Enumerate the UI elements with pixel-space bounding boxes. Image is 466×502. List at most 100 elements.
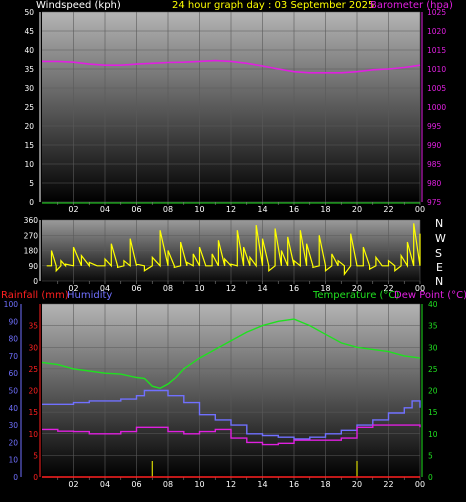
temp-x-tick-label: 22 <box>383 480 393 489</box>
compass-w: W <box>435 232 446 245</box>
rainfall-y-tick-label: 5 <box>33 451 38 460</box>
humidity-axis-title: Humidity <box>67 290 113 301</box>
graph-title: 24 hour graph day : 03 September 2025 <box>172 0 375 11</box>
temp-x-tick-label: 04 <box>100 480 110 489</box>
rainfall-y-tick-label: 35 <box>28 322 38 331</box>
humidity-y-tick-label: 10 <box>8 456 18 465</box>
wind-y-tick-label: 20 <box>24 122 34 131</box>
baro-y-tick-label: 975 <box>427 198 442 207</box>
rainfall-y-tick-label: 0 <box>33 473 38 482</box>
rainfall-y-tick-label: 25 <box>28 365 38 374</box>
compass-n-top: N <box>435 217 444 230</box>
temp-y-tick-label: 35 <box>428 322 438 331</box>
temp-x-tick-label: 00 <box>415 480 425 489</box>
wind-y-tick-label: 35 <box>24 65 34 74</box>
baro-y-tick-label: 995 <box>427 122 442 131</box>
dewpoint-line <box>42 424 421 446</box>
temperature-axis-title: Temperature (°C) <box>313 290 400 301</box>
barometer-axis-title: Barometer (hpa) <box>370 0 453 11</box>
wind-y-tick-label: 15 <box>24 141 34 150</box>
wind-x-tick-label: 14 <box>257 205 267 214</box>
humidity-y-tick-label: 0 <box>13 473 18 482</box>
wind-x-tick-label: 10 <box>194 205 204 214</box>
dir-x-tick-label: 18 <box>320 284 330 293</box>
temp-x-tick-label: 18 <box>320 480 330 489</box>
dir-x-tick-label: 16 <box>289 284 299 293</box>
wind-x-tick-label: 02 <box>68 205 78 214</box>
humidity-y-tick-label: 50 <box>8 387 18 396</box>
baro-y-tick-label: 980 <box>427 179 442 188</box>
dir-x-tick-label: 12 <box>226 284 236 293</box>
temp-x-tick-label: 20 <box>352 480 362 489</box>
dir-y-tick-label: 360 <box>24 216 39 225</box>
temp-y-tick-label: 25 <box>428 365 438 374</box>
temp-x-tick-label: 02 <box>68 480 78 489</box>
wind-y-tick-label: 45 <box>24 27 34 36</box>
compass-n-bottom: N <box>435 275 444 288</box>
baro-y-tick-label: 1020 <box>427 27 446 36</box>
windspeed-axis-title: Windspeed (kph) <box>36 0 121 11</box>
humidity-y-tick-label: 20 <box>8 438 18 447</box>
wind-y-tick-label: 25 <box>24 103 34 112</box>
baro-y-tick-label: 1005 <box>427 84 446 93</box>
wind-x-tick-label: 06 <box>131 205 141 214</box>
baro-y-tick-label: 1000 <box>427 103 446 112</box>
temp-y-tick-label: 15 <box>428 408 438 417</box>
wind-y-tick-label: 40 <box>24 46 34 55</box>
humidity-y-tick-label: 90 <box>8 317 18 326</box>
compass-e: E <box>436 261 443 274</box>
temp-y-tick-label: 20 <box>428 387 438 396</box>
dir-x-tick-label: 14 <box>257 284 267 293</box>
baro-y-tick-label: 1015 <box>427 46 446 55</box>
wind-x-tick-label: 08 <box>163 205 173 214</box>
temp-x-tick-label: 08 <box>163 480 173 489</box>
dir-x-tick-label: 04 <box>100 284 110 293</box>
wind-x-tick-label: 00 <box>415 205 425 214</box>
rainfall-y-tick-label: 30 <box>28 343 38 352</box>
temp-x-tick-label: 14 <box>257 480 267 489</box>
temp-x-tick-label: 10 <box>194 480 204 489</box>
wind-y-tick-label: 5 <box>29 179 34 188</box>
dir-y-tick-label: 90 <box>28 262 38 271</box>
temperature-line <box>41 318 421 390</box>
temp-x-tick-label: 16 <box>289 480 299 489</box>
wind-y-tick-label: 10 <box>24 160 34 169</box>
dir-x-tick-label: 02 <box>68 284 78 293</box>
rainfall-y-tick-label: 10 <box>28 430 38 439</box>
wind-y-tick-label: 50 <box>24 8 34 17</box>
wind-x-tick-label: 12 <box>226 205 236 214</box>
temp-y-tick-label: 10 <box>428 430 438 439</box>
wind-direction-line <box>46 223 421 276</box>
humidity-y-tick-label: 30 <box>8 421 18 430</box>
wind-x-tick-label: 18 <box>320 205 330 214</box>
humidity-y-tick-label: 100 <box>4 300 19 309</box>
dir-x-tick-label: 08 <box>163 284 173 293</box>
humidity-y-tick-label: 80 <box>8 335 18 344</box>
wind-x-tick-label: 20 <box>352 205 362 214</box>
dir-x-tick-label: 10 <box>194 284 204 293</box>
humidity-y-tick-label: 70 <box>8 352 18 361</box>
humidity-line <box>42 389 421 440</box>
barometer-line <box>42 59 421 74</box>
dir-y-tick-label: 270 <box>24 231 39 240</box>
compass-s: S <box>435 247 442 260</box>
rainfall-axis-title: Rainfall (mm) <box>1 290 69 301</box>
dewpoint-axis-title: Dew Point (°C) <box>394 290 466 301</box>
baro-y-tick-label: 990 <box>427 141 442 150</box>
baro-y-tick-label: 985 <box>427 160 442 169</box>
dir-y-tick-label: 180 <box>24 247 39 256</box>
dir-y-tick-label: 0 <box>33 277 38 286</box>
temp-y-tick-label: 40 <box>428 300 438 309</box>
wind-x-tick-label: 22 <box>383 205 393 214</box>
humidity-y-tick-label: 40 <box>8 404 18 413</box>
baro-y-tick-label: 1025 <box>427 8 446 17</box>
rainfall-y-tick-label: 20 <box>28 387 38 396</box>
wind-y-tick-label: 0 <box>29 198 34 207</box>
dir-x-tick-label: 20 <box>352 284 362 293</box>
wind-x-tick-label: 04 <box>100 205 110 214</box>
wind-x-tick-label: 16 <box>289 205 299 214</box>
temp-x-tick-label: 12 <box>226 480 236 489</box>
dir-x-tick-label: 00 <box>415 284 425 293</box>
